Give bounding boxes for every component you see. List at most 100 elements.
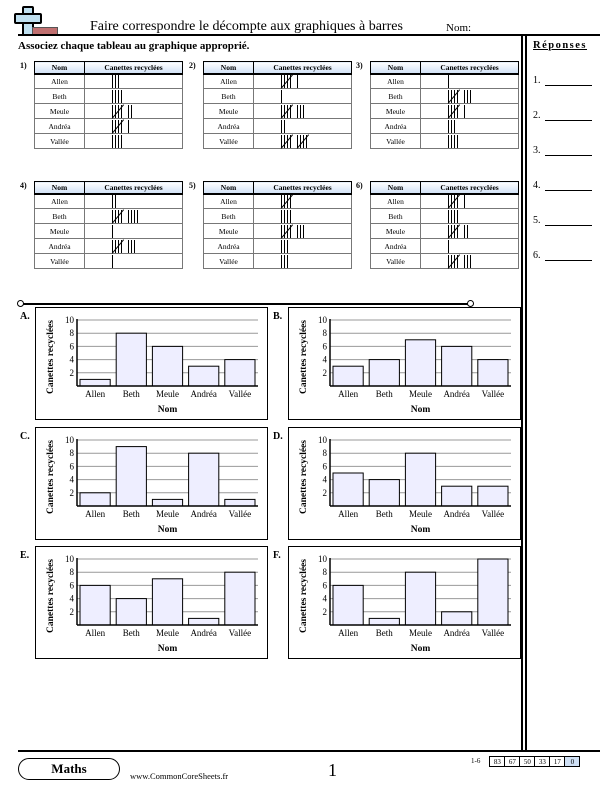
bar <box>332 365 364 387</box>
tally-cell <box>420 193 519 209</box>
tally-cell <box>253 253 352 269</box>
bar <box>79 378 111 387</box>
tally-mark-group <box>111 103 125 119</box>
tally-cell <box>84 103 183 119</box>
x-tick-label: Beth <box>123 389 140 399</box>
answer-line[interactable] <box>545 225 592 226</box>
tally-cell <box>253 88 352 104</box>
tally-stroke <box>448 134 450 148</box>
answer-slot[interactable]: 3. <box>533 145 593 156</box>
tally-stroke <box>118 134 120 148</box>
tally-mark-group <box>281 89 284 103</box>
x-tick-label: Meule <box>156 509 179 519</box>
answer-line[interactable] <box>545 260 592 261</box>
answer-slot[interactable]: 4. <box>533 180 593 191</box>
tally-stroke <box>457 89 459 103</box>
y-tick-label: 2 <box>70 607 75 617</box>
tally-stroke <box>284 209 286 223</box>
tally-stroke <box>115 134 117 148</box>
tally-cell <box>84 253 183 269</box>
table-row: Vallée <box>34 253 183 269</box>
tally-stroke <box>287 254 289 268</box>
tally-stroke <box>448 239 450 253</box>
x-axis-title: Nom <box>411 644 431 654</box>
chart-label: F. <box>273 550 281 561</box>
tally-stroke <box>284 119 286 133</box>
tally-stroke <box>284 104 286 118</box>
answer-slot[interactable]: 1. <box>533 75 593 86</box>
row-name: Meule <box>34 223 85 239</box>
y-axis-title: Canettes recyclées <box>46 559 56 633</box>
tally-stroke <box>281 104 283 118</box>
tally-stroke <box>121 134 123 148</box>
bar <box>79 492 111 507</box>
table-row: Beth <box>34 208 183 224</box>
tally-stroke <box>128 104 130 118</box>
tally-stroke <box>451 194 453 208</box>
tally-stroke <box>448 254 450 268</box>
x-tick-label: Meule <box>156 389 179 399</box>
tally-cell <box>84 133 183 149</box>
answer-line[interactable] <box>545 85 592 86</box>
answer-line[interactable] <box>545 155 592 156</box>
tally-mark-group <box>448 209 460 223</box>
tally-mark-group <box>447 103 461 119</box>
tally-mark-group <box>128 209 140 223</box>
y-tick-label: 4 <box>323 475 328 485</box>
tally-stroke <box>131 239 133 253</box>
table-row: Meule <box>34 223 183 239</box>
tally-stroke <box>470 89 472 103</box>
row-name: Allen <box>34 193 85 209</box>
table-row: Beth <box>34 88 183 104</box>
row-name: Andréa <box>370 118 421 134</box>
tally-stroke <box>121 209 123 223</box>
tally-stroke <box>451 254 453 268</box>
x-tick-label: Beth <box>376 389 393 399</box>
tally-stroke <box>464 224 466 238</box>
bar <box>441 611 473 626</box>
score-cell: 17 <box>549 756 566 767</box>
tally-stroke <box>112 104 114 118</box>
x-tick-label: Allen <box>85 389 105 399</box>
bar-chart: 2 4 6 8 10 Allen Beth Meule Andréa Vallée Nom Canet… <box>35 427 268 540</box>
tally-stroke <box>454 134 456 148</box>
tally-cell <box>420 133 519 149</box>
tally-table: Nom Canettes recyclées Allen Beth Meule André… <box>370 61 519 149</box>
tally-stroke <box>297 74 299 88</box>
column-header: Nom <box>370 181 421 195</box>
answer-slot[interactable]: 6. <box>533 250 593 261</box>
table-header-row: Nom Canettes recyclées <box>370 181 519 195</box>
tally-stroke <box>448 209 450 223</box>
answer-slot[interactable]: 5. <box>533 215 593 226</box>
bar-chart: 2 4 6 8 10 Allen Beth Meule Andréa Vallée Nom Canet… <box>288 427 521 540</box>
tally-stroke <box>467 254 469 268</box>
tally-stroke <box>112 209 114 223</box>
tally-mark-group <box>464 254 473 268</box>
table-row: Allen <box>203 73 352 89</box>
tally-mark-group <box>128 239 137 253</box>
row-name: Meule <box>203 103 254 119</box>
answer-number: 1. <box>533 75 541 86</box>
bar <box>188 452 220 507</box>
tally-stroke <box>451 224 453 238</box>
table-row: Andréa <box>370 118 519 134</box>
row-name: Allen <box>370 193 421 209</box>
tally-stroke <box>464 254 466 268</box>
tally-stroke <box>281 194 283 208</box>
bar <box>477 558 509 626</box>
answer-line[interactable] <box>545 120 592 121</box>
answer-slot[interactable]: 2. <box>533 110 593 121</box>
tally-mark-group <box>112 224 115 238</box>
row-name: Meule <box>370 223 421 239</box>
table-row: Andréa <box>34 118 183 134</box>
tally-cell <box>420 73 519 89</box>
bar <box>332 472 364 507</box>
tally-stroke <box>128 209 130 223</box>
bar <box>188 365 220 387</box>
site-url[interactable]: www.CommonCoreSheets.fr <box>130 771 229 781</box>
answer-line[interactable] <box>545 190 592 191</box>
name-label: Nom: <box>446 22 472 34</box>
tally-cell <box>253 208 352 224</box>
tally-cell <box>253 103 352 119</box>
x-tick-label: Allen <box>338 509 358 519</box>
